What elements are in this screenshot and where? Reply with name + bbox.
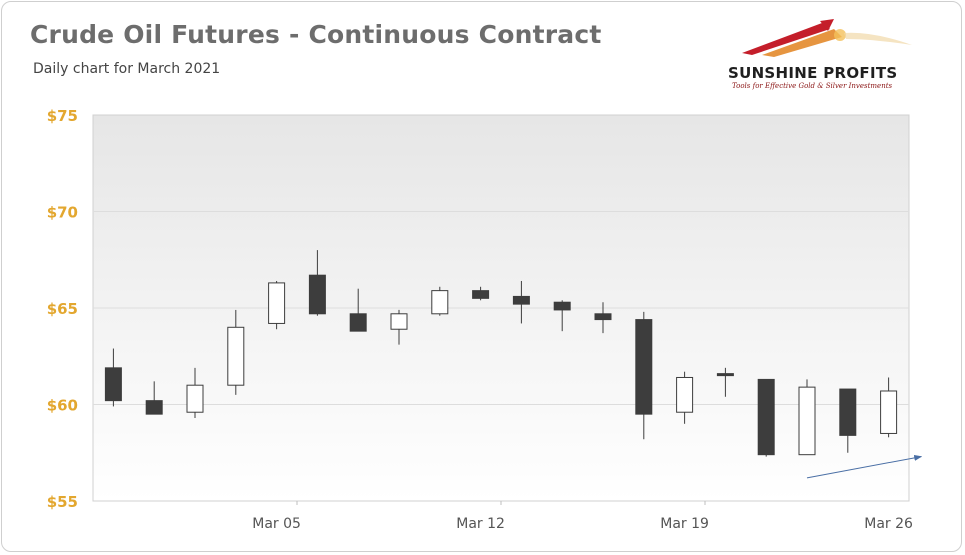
trend-arrow [806,454,923,479]
x-tick-label: Mar 12 [456,516,505,532]
candle [145,381,163,415]
candle-body [553,301,571,311]
y-tick-label: $70 [47,204,78,222]
candle [839,388,857,453]
candle [553,300,571,332]
x-tick-label: Mar 26 [864,516,913,532]
candle-body [390,313,408,330]
y-tick-label: $60 [47,397,78,415]
candle [676,371,694,424]
brand-name: SUNSHINE PROFITS [728,64,898,82]
candle [512,280,530,324]
candle-body [512,295,530,305]
chart-subtitle: Daily chart for March 2021 [33,61,221,77]
candle [308,250,326,316]
candle [349,288,367,332]
brand-tagline: Tools for Effective Gold & Silver Invest… [732,82,893,90]
candle-body [268,282,286,324]
candle-body [308,274,326,315]
candle [390,309,408,345]
candle-body [716,373,734,377]
y-tick-label: $65 [47,300,78,318]
candle [594,302,612,334]
candle [227,309,245,395]
candle [880,377,898,438]
candle-body [635,319,653,415]
candle [104,348,122,407]
candle-body [104,367,122,402]
chart-title: Crude Oil Futures - Continuous Contract [30,20,602,49]
candle-body [839,388,857,436]
candle-body [798,386,816,456]
candle-body [676,376,694,413]
candle [798,379,816,456]
candle-body [880,390,898,434]
candle-body [431,290,449,315]
x-tick-label: Mar 19 [660,516,709,532]
brand-logo: SUNSHINE PROFITS Tools for Effective Gol… [722,15,922,95]
y-tick-label: $55 [47,493,78,511]
y-tick-label: $75 [47,107,78,125]
x-tick-label: Mar 05 [252,516,301,532]
candle [716,367,734,397]
candle-body [472,290,490,299]
candle [635,311,653,440]
candle-body [349,313,367,332]
candle [757,378,775,457]
candle-body [757,378,775,456]
candle [186,367,204,419]
candle-body [186,384,204,413]
candle [268,280,286,330]
candle [472,286,490,301]
candle [431,286,449,316]
candle-body [145,400,163,415]
candle-body [594,313,612,321]
swoosh-logo-icon [742,19,912,57]
candle-body [227,326,245,386]
